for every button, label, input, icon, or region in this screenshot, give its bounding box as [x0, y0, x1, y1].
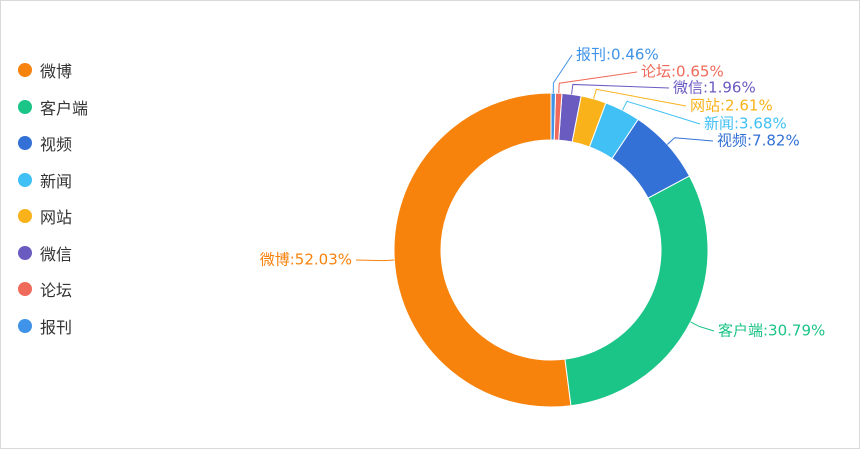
- legend: 微博 客户端 视频 新闻 网站 微信 论坛 报刊: [18, 52, 88, 344]
- slice-wechat[interactable]: [558, 92, 582, 143]
- slice-website[interactable]: [571, 95, 607, 148]
- legend-item-client[interactable]: 客户端: [18, 89, 88, 126]
- legend-item-website[interactable]: 网站: [18, 198, 88, 235]
- legend-item-weibo[interactable]: 微博: [18, 52, 88, 89]
- legend-label-forum: 论坛: [40, 281, 73, 301]
- legend-label-wechat: 微信: [40, 244, 73, 264]
- data-label-wechat: 微信:1.96%: [673, 79, 756, 97]
- slice-video[interactable]: [611, 118, 691, 199]
- data-label-website: 网站:2.61%: [690, 97, 773, 115]
- legend-swatch-weibo: [18, 63, 32, 78]
- legend-swatch-video: [18, 136, 32, 151]
- label-line-website: [593, 88, 687, 107]
- data-label-client: 客户端:30.79%: [718, 322, 825, 340]
- label-line-weibo: [355, 259, 395, 262]
- legend-item-wechat[interactable]: 微信: [18, 235, 88, 272]
- label-line-client: [690, 321, 715, 332]
- legend-label-weibo: 微博: [40, 62, 73, 82]
- legend-label-news: 新闻: [40, 171, 73, 191]
- data-label-news: 新闻:3.68%: [704, 115, 787, 133]
- legend-item-newspaper[interactable]: 报刊: [18, 308, 88, 345]
- slice-news[interactable]: [588, 102, 639, 160]
- slice-newspaper[interactable]: [550, 92, 557, 141]
- data-label-weibo: 微博:52.03%: [260, 251, 352, 269]
- legend-swatch-forum: [18, 282, 32, 297]
- data-label-newspaper: 报刊:0.46%: [576, 46, 659, 64]
- legend-item-forum[interactable]: 论坛: [18, 271, 88, 308]
- legend-label-client: 客户端: [40, 98, 89, 118]
- slice-weibo[interactable]: [393, 92, 572, 408]
- legend-label-website: 网站: [40, 208, 73, 228]
- data-label-video: 视频:7.82%: [717, 132, 800, 150]
- legend-item-video[interactable]: 视频: [18, 125, 88, 162]
- legend-swatch-wechat: [18, 245, 32, 260]
- label-line-newspaper: [552, 54, 573, 94]
- legend-item-news[interactable]: 新闻: [18, 162, 88, 199]
- legend-label-newspaper: 报刊: [40, 317, 73, 337]
- slice-client[interactable]: [564, 175, 709, 407]
- legend-swatch-client: [18, 99, 32, 114]
- legend-swatch-news: [18, 172, 32, 187]
- data-label-forum: 论坛:0.65%: [641, 63, 724, 81]
- label-line-video: [666, 137, 714, 145]
- legend-label-video: 视频: [40, 135, 73, 155]
- label-line-forum: [558, 71, 638, 94]
- label-line-wechat: [571, 83, 670, 95]
- legend-swatch-newspaper: [18, 318, 32, 333]
- legend-swatch-website: [18, 209, 32, 224]
- label-line-news: [622, 100, 701, 125]
